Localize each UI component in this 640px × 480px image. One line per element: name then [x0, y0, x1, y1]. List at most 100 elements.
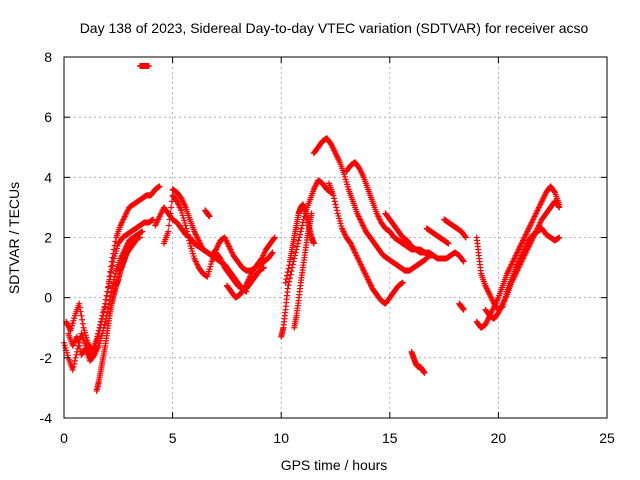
data-point-interp [459, 257, 466, 264]
data-point [165, 228, 172, 235]
data-point-interp [110, 276, 117, 283]
series-arc-14 [310, 135, 430, 274]
data-point-interp [108, 266, 115, 273]
data-point-interp [299, 219, 306, 226]
data-point-interp [110, 279, 117, 286]
data-point-interp [71, 357, 78, 364]
data-point-interp [284, 269, 291, 276]
series-arc-15 [325, 180, 406, 307]
data-point-interp [333, 204, 340, 211]
data-point-interp [185, 234, 192, 241]
y-tick-label: 2 [44, 230, 52, 246]
data-point [108, 285, 115, 292]
series-arc-9 [202, 207, 213, 220]
x-tick-label: 25 [599, 430, 615, 446]
data-point [139, 228, 146, 235]
data-point-interp [331, 195, 338, 202]
data-point [100, 327, 107, 334]
x-axis-title: GPS time / hours [281, 457, 388, 473]
x-tick-label: 0 [60, 430, 68, 446]
data-point-interp [112, 270, 119, 277]
y-tick-label: 8 [44, 49, 52, 65]
data-point-interp [103, 292, 110, 299]
data-point-interp [101, 321, 108, 328]
data-point-interp [75, 339, 82, 346]
data-point-interp [76, 342, 83, 349]
series-arc-18 [408, 348, 428, 376]
y-tick-label: 4 [44, 169, 52, 185]
data-point-interp [78, 312, 85, 319]
data-point [297, 228, 304, 235]
data-point-interp [72, 354, 79, 361]
data-point-interp [283, 272, 290, 279]
data-point [330, 192, 337, 199]
data-point-interp [79, 320, 86, 327]
data-point [269, 249, 276, 256]
data-point-interp [106, 297, 113, 304]
series-arc-2 [63, 216, 157, 355]
data-point [150, 216, 157, 223]
data-point [145, 63, 152, 70]
data-point [556, 204, 563, 211]
data-point-interp [71, 360, 78, 367]
data-point [76, 300, 83, 307]
data-point [182, 222, 189, 229]
data-point [556, 234, 563, 241]
data-point-interp [101, 303, 108, 310]
series-arc-17 [382, 210, 437, 259]
data-point-interp [102, 315, 109, 322]
data-point-interp [186, 237, 193, 244]
y-tick-label: -2 [40, 350, 53, 366]
data-point-interp [110, 259, 117, 266]
data-point [271, 234, 278, 241]
data-point-interp [296, 234, 303, 241]
data-point-interp [76, 345, 83, 352]
axis-ticks: 0 5 10 15 20 25 -4 -2 0 2 4 6 8 [40, 49, 615, 446]
y-tick-label: 6 [44, 109, 52, 125]
data-point-interp [105, 301, 112, 308]
data-point-interp [285, 265, 292, 272]
data-point-interp [184, 228, 191, 235]
data-point [74, 333, 81, 340]
data-point-interp [73, 351, 80, 358]
data-point-interp [104, 288, 111, 295]
data-point-interp [109, 282, 116, 289]
data-point-interp [103, 312, 110, 319]
chart-grid [64, 57, 607, 418]
data-point [69, 366, 76, 373]
data-point-interp [105, 280, 112, 287]
chart-title: Day 138 of 2023, Sidereal Day-to-day VTE… [80, 20, 589, 36]
data-point-interp [105, 284, 112, 291]
data-point-interp [70, 363, 77, 370]
data-point [284, 285, 291, 292]
series-arc-19 [423, 225, 452, 247]
data-point [421, 369, 428, 376]
data-point-interp [165, 222, 172, 229]
series-arc-24 [482, 198, 563, 322]
y-axis-title: SDTVAR / TECUs [6, 182, 22, 294]
series-arc-5 [137, 63, 152, 70]
data-point [206, 213, 213, 220]
data-point-interp [268, 250, 275, 257]
data-point [399, 279, 406, 286]
data-point-interp [74, 336, 81, 343]
series-arc-21 [456, 300, 467, 313]
data-point-interp [286, 262, 293, 269]
data-point-interp [555, 203, 562, 210]
data-point-interp [107, 293, 114, 300]
x-tick-label: 5 [169, 430, 177, 446]
data-point [282, 279, 289, 286]
data-point [104, 309, 111, 316]
data-point-interp [100, 306, 107, 313]
data-point-interp [167, 210, 174, 217]
x-tick-label: 20 [491, 430, 507, 446]
data-point-interp [105, 305, 112, 312]
data-point [102, 300, 109, 307]
data-point-interp [295, 237, 302, 244]
data-point-interp [551, 188, 558, 195]
data-point-interp [299, 222, 306, 229]
data-point-interp [333, 207, 340, 214]
data-point [308, 210, 315, 217]
series-arc-20 [441, 216, 469, 241]
